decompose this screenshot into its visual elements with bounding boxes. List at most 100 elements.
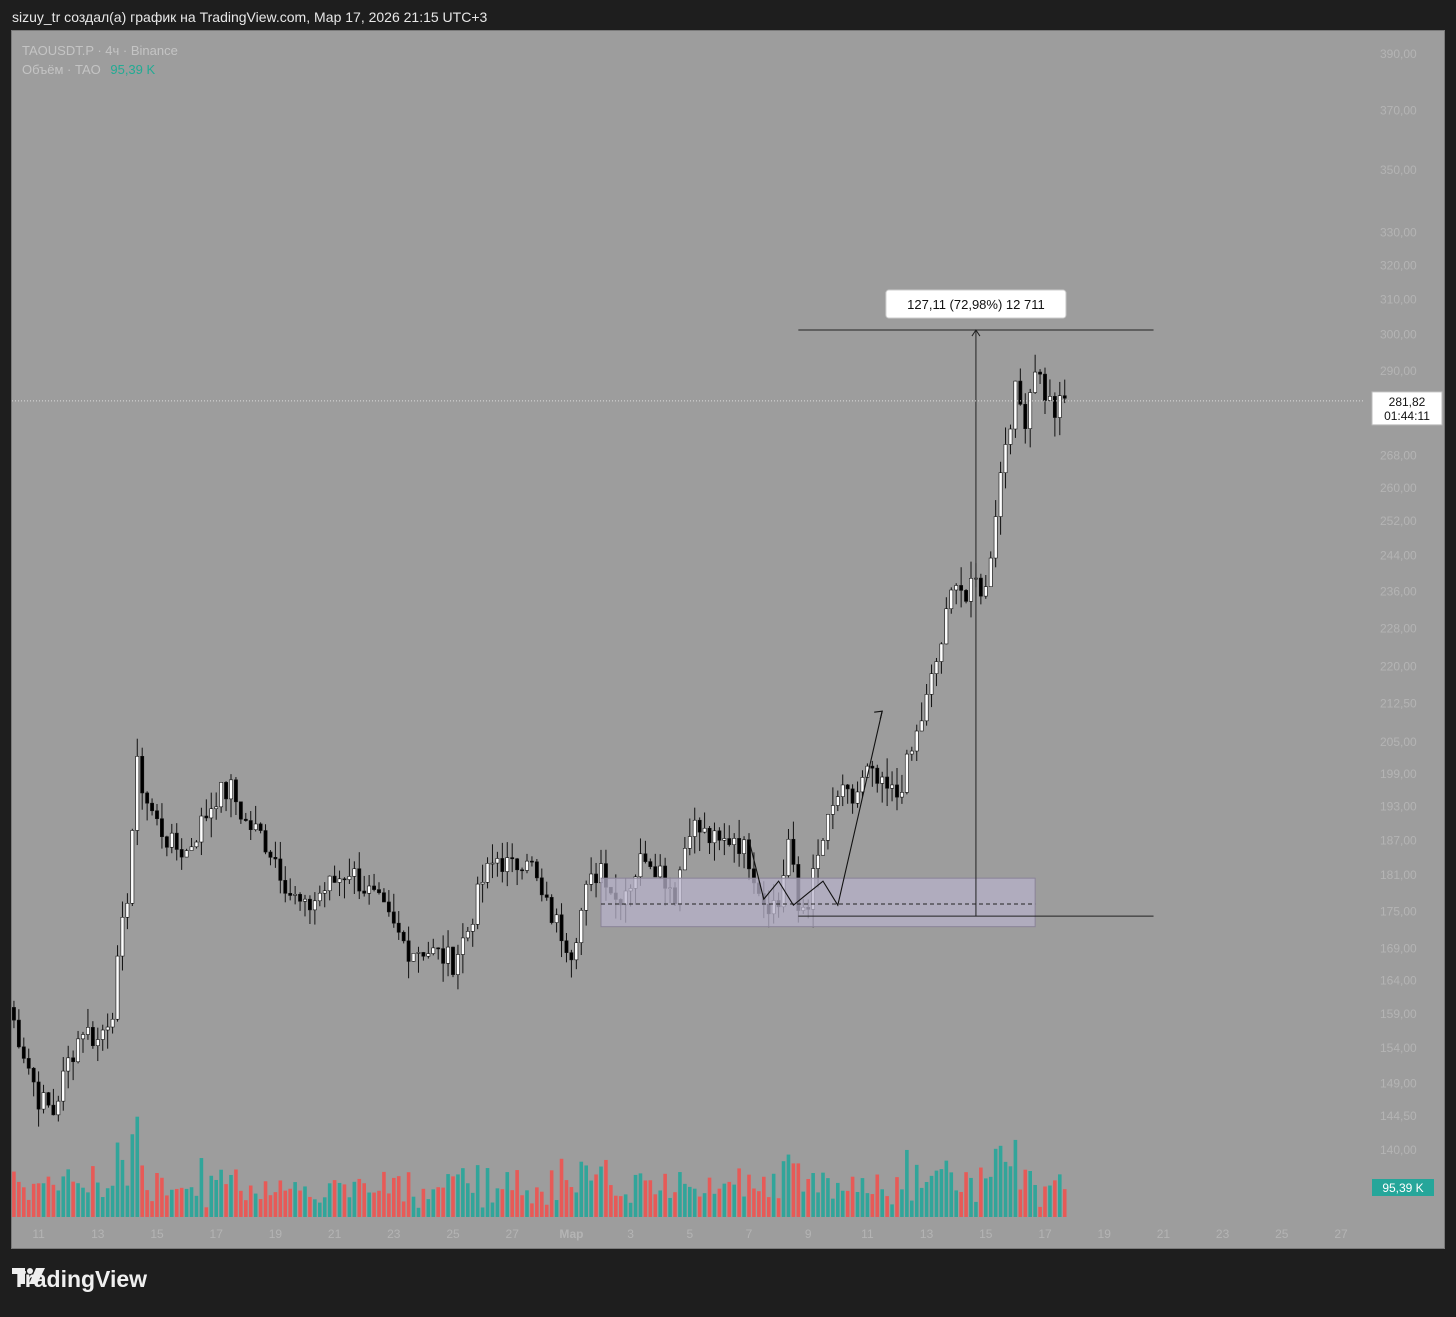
candle-body bbox=[594, 873, 598, 884]
candle-body bbox=[500, 858, 505, 872]
candle-body bbox=[342, 878, 347, 881]
volume-bar bbox=[771, 1173, 776, 1217]
volume-bar bbox=[66, 1169, 70, 1217]
candle-body bbox=[179, 849, 184, 858]
volume-bar bbox=[860, 1178, 865, 1217]
candle-body bbox=[988, 557, 993, 587]
candle-body bbox=[238, 801, 243, 820]
volume-bar bbox=[332, 1180, 337, 1217]
volume-bar bbox=[668, 1197, 672, 1217]
volume-bar bbox=[61, 1176, 66, 1217]
volume-bar bbox=[776, 1198, 781, 1217]
candle-body bbox=[347, 876, 352, 880]
volume-bar bbox=[796, 1163, 801, 1217]
tradingview-brand[interactable]: TradingView bbox=[12, 1266, 147, 1293]
volume-bar bbox=[732, 1184, 736, 1217]
candle-body bbox=[258, 823, 263, 831]
volume-bar bbox=[219, 1169, 223, 1217]
candle-body bbox=[248, 820, 253, 830]
volume-bar bbox=[742, 1196, 746, 1217]
candle-body bbox=[569, 952, 574, 961]
volume-bar bbox=[194, 1195, 199, 1217]
volume-bar bbox=[910, 1200, 914, 1217]
volume-bar bbox=[81, 1187, 85, 1217]
volume-bar bbox=[12, 1171, 16, 1217]
candle-body bbox=[332, 875, 337, 883]
volume-bar bbox=[510, 1190, 514, 1217]
candle-body bbox=[826, 814, 830, 841]
x-tick-label: 21 bbox=[1157, 1227, 1171, 1241]
volume-bar bbox=[322, 1197, 327, 1217]
volume-bar bbox=[614, 1195, 618, 1217]
volume-bar bbox=[559, 1158, 564, 1217]
volume-legend[interactable]: Объём · TAO 95,39 K bbox=[22, 60, 178, 79]
candle-body bbox=[505, 857, 510, 872]
volume-bar bbox=[998, 1145, 1003, 1217]
volume-bar bbox=[949, 1172, 954, 1217]
candle-body bbox=[944, 608, 949, 645]
candle-body bbox=[204, 815, 209, 819]
volume-bar bbox=[786, 1154, 791, 1217]
volume-bar bbox=[845, 1190, 850, 1217]
candle-body bbox=[1043, 373, 1047, 401]
volume-bar bbox=[811, 1173, 815, 1217]
price-chart[interactable]: 127,11 (72,98%) 12 711 390,00 370,00 350,0… bbox=[12, 31, 1445, 1249]
volume-bar bbox=[707, 1177, 712, 1217]
x-tick-label: 13 bbox=[91, 1227, 105, 1241]
symbol-legend[interactable]: TAOUSDT.P · 4ч · Binance bbox=[22, 43, 178, 58]
candle-body bbox=[549, 897, 554, 923]
volume-badge bbox=[1372, 1179, 1434, 1196]
candle-body bbox=[1018, 380, 1023, 405]
candle-body bbox=[150, 802, 154, 812]
candle-body bbox=[904, 753, 909, 793]
candle-body bbox=[451, 946, 455, 975]
candle-body bbox=[983, 586, 988, 597]
candle-body bbox=[36, 1081, 41, 1110]
candle-body bbox=[638, 853, 643, 878]
candle-body bbox=[544, 894, 549, 898]
volume-bar bbox=[584, 1165, 588, 1217]
candle-body bbox=[317, 892, 322, 902]
volume-bar bbox=[540, 1191, 544, 1217]
volume-bar bbox=[431, 1189, 436, 1217]
volume-bar bbox=[505, 1172, 510, 1217]
candle-body bbox=[682, 848, 687, 871]
candle-body bbox=[998, 472, 1003, 517]
volume-bar bbox=[747, 1174, 751, 1217]
y-tick-label: 212,50 bbox=[1380, 697, 1417, 711]
chart-pane[interactable]: 127,11 (72,98%) 12 711 390,00 370,00 350,0… bbox=[11, 30, 1445, 1249]
volume-bar bbox=[840, 1190, 845, 1217]
candle-body bbox=[490, 862, 495, 865]
candle-body bbox=[791, 838, 796, 865]
candle-body bbox=[26, 1058, 31, 1069]
candle-body bbox=[830, 805, 835, 815]
volume-bar bbox=[362, 1183, 366, 1217]
volume-bar bbox=[914, 1164, 919, 1217]
candle-body bbox=[21, 1046, 26, 1059]
candle-body bbox=[219, 782, 224, 808]
volume-bar bbox=[816, 1192, 820, 1217]
volume-bar bbox=[678, 1172, 682, 1217]
volume-bar bbox=[831, 1198, 835, 1217]
candle-body bbox=[510, 857, 515, 860]
candle-body bbox=[584, 883, 589, 911]
volume-bar bbox=[791, 1163, 796, 1217]
candle-body bbox=[589, 873, 594, 885]
candle-body bbox=[697, 819, 702, 833]
volume-bar bbox=[392, 1177, 396, 1217]
volume-bars-layer bbox=[12, 1116, 1067, 1217]
volume-bar bbox=[609, 1185, 613, 1217]
candle-body bbox=[895, 784, 899, 798]
candle-body bbox=[900, 792, 904, 798]
candle-body bbox=[1013, 380, 1018, 430]
candle-body bbox=[312, 900, 317, 911]
candle-body bbox=[480, 882, 485, 885]
x-tick-label: 11 bbox=[861, 1227, 874, 1241]
volume-bar bbox=[569, 1187, 574, 1217]
volume-bar bbox=[76, 1183, 80, 1217]
volume-bar bbox=[535, 1187, 539, 1217]
volume-bar bbox=[959, 1191, 963, 1217]
volume-bar bbox=[204, 1207, 209, 1217]
volume-bar bbox=[91, 1166, 95, 1217]
candle-body bbox=[850, 788, 855, 804]
